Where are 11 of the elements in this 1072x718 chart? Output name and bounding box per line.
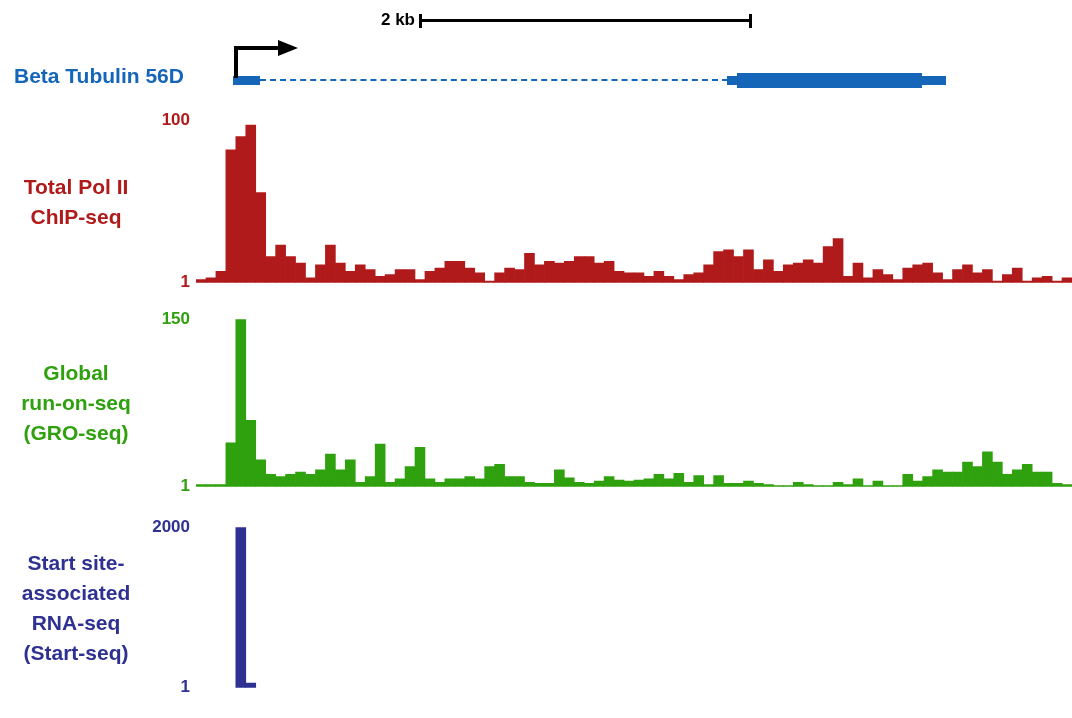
y-tick-label: 1 [180, 476, 190, 496]
y-axis-title: Start site- associated RNA-seq (Start-seq) [20, 549, 132, 666]
y-tick-label: 100 [161, 109, 190, 129]
y-axis-title: Total Pol II ChIP-seq [22, 173, 130, 230]
y-axis-title: Global run-on-seq (GRO-seq) [20, 360, 132, 446]
text: 2 kb [379, 10, 415, 30]
y-tick-label: 150 [161, 308, 190, 328]
y-tick-label: 1 [180, 272, 190, 292]
text: Beta Tubulin 56D [14, 64, 184, 88]
y-tick-label: 1 [180, 677, 190, 697]
y-tick-label: 2000 [152, 516, 190, 536]
